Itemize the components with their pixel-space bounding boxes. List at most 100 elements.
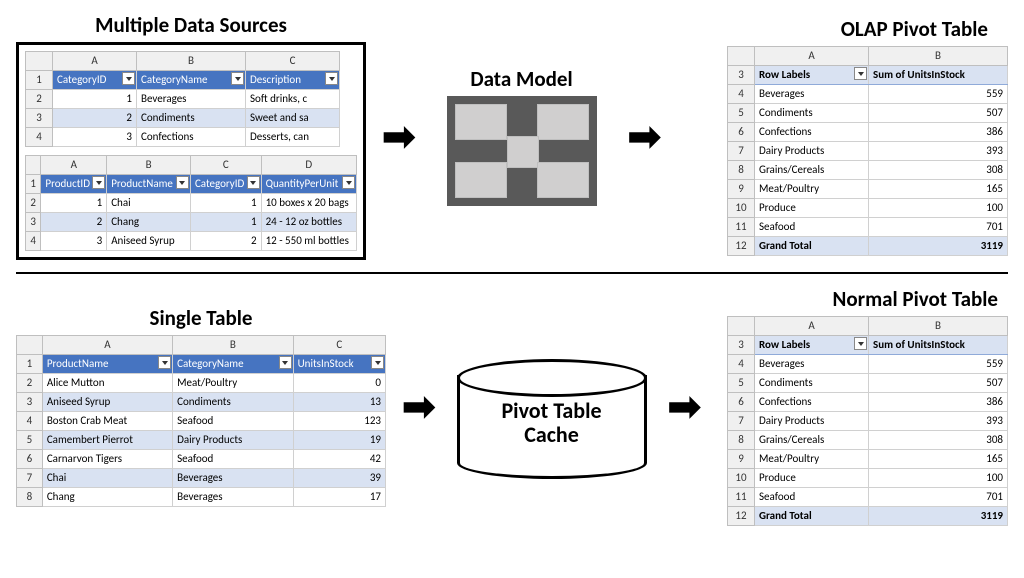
pivot-row-label: Condiments: [755, 104, 869, 123]
pivot-row-label: Grains/Cereals: [755, 161, 869, 180]
pivot-row-label: Beverages: [755, 85, 869, 104]
table-cell: 42: [293, 450, 385, 469]
divider: [16, 272, 1008, 274]
table-cell: 2: [190, 232, 261, 251]
filter-icon[interactable]: [279, 356, 292, 369]
table-cell: Desserts, can: [246, 128, 340, 147]
normal-pivot-table: AB3Row LabelsSum of UnitsInStock4Beverag…: [727, 316, 1008, 526]
filter-icon[interactable]: [176, 176, 189, 189]
pivot-row-label: Grains/Cereals: [755, 431, 869, 450]
filter-icon[interactable]: [122, 72, 135, 85]
top-flow: Multiple Data Sources ABC1CategoryIDCate…: [16, 12, 1008, 260]
pivot-row-value: 559: [869, 355, 1008, 374]
pivot-row-label: Produce: [755, 199, 869, 218]
table-header[interactable]: ProductName: [107, 175, 191, 194]
table-cell: Alice Mutton: [42, 374, 172, 393]
col-header: C: [293, 336, 385, 355]
col-header: D: [261, 156, 356, 175]
normal-title: Normal Pivot Table: [717, 286, 1008, 312]
table-header[interactable]: CategoryName: [137, 71, 246, 90]
col-header: B: [137, 52, 246, 71]
table-header[interactable]: Description: [246, 71, 340, 90]
pivot-row-value: 308: [869, 431, 1008, 450]
pivot-row-value: 393: [869, 412, 1008, 431]
filter-icon[interactable]: [92, 176, 105, 189]
pivot-row-value: 308: [869, 161, 1008, 180]
table-header[interactable]: CategoryName: [173, 355, 294, 374]
col-header: B: [173, 336, 294, 355]
data-model-panel: Data Model: [432, 66, 612, 206]
filter-icon[interactable]: [854, 67, 867, 80]
table-cell: Chai: [42, 469, 172, 488]
pivot-row-value: 507: [869, 104, 1008, 123]
table-cell: 10 boxes x 20 bags: [261, 194, 356, 213]
pivot-row-value: 393: [869, 142, 1008, 161]
table-cell: 2: [53, 109, 137, 128]
table-cell: Soft drinks, c: [246, 90, 340, 109]
filter-icon[interactable]: [325, 72, 338, 85]
filter-icon[interactable]: [158, 356, 171, 369]
filter-icon[interactable]: [854, 337, 867, 350]
pivot-rowlabels-header[interactable]: Row Labels: [755, 66, 869, 85]
single-table-panel: Single Table ABC1ProductNameCategoryName…: [16, 305, 386, 507]
table-cell: 3: [53, 128, 137, 147]
table-cell: Aniseed Syrup: [107, 232, 191, 251]
table-header[interactable]: UnitsInStock: [293, 355, 385, 374]
table-cell: 2: [41, 213, 107, 232]
pivot-row-value: 165: [869, 180, 1008, 199]
table-cell: Camembert Pierrot: [42, 431, 172, 450]
pivot-row-label: Produce: [755, 469, 869, 488]
grand-total-label: Grand Total: [755, 237, 869, 256]
filter-icon[interactable]: [342, 176, 355, 189]
sources-title: Multiple Data Sources: [16, 12, 366, 38]
olap-title: OLAP Pivot Table: [677, 16, 1008, 42]
pivot-row-value: 386: [869, 393, 1008, 412]
table-cell: 1: [41, 194, 107, 213]
pivot-row-label: Dairy Products: [755, 412, 869, 431]
table-cell: Chai: [107, 194, 191, 213]
cache-panel: Pivot TableCache: [452, 333, 652, 479]
table-header[interactable]: ProductName: [42, 355, 172, 374]
table-cell: 123: [293, 412, 385, 431]
pivot-row-value: 100: [869, 199, 1008, 218]
table-cell: Sweet and sa: [246, 109, 340, 128]
col-header: A: [41, 156, 107, 175]
filter-icon[interactable]: [371, 356, 384, 369]
filter-icon[interactable]: [247, 176, 260, 189]
table-cell: Beverages: [173, 469, 294, 488]
sources-box: ABC1CategoryIDCategoryNameDescription21B…: [16, 42, 366, 260]
table-cell: Carnarvon Tigers: [42, 450, 172, 469]
arrow-icon: ➡: [374, 112, 424, 161]
table-cell: 3: [41, 232, 107, 251]
table-header[interactable]: ProductID: [41, 175, 107, 194]
table-cell: 0: [293, 374, 385, 393]
table-cell: Aniseed Syrup: [42, 393, 172, 412]
pivot-row-label: Beverages: [755, 355, 869, 374]
table-cell: Condiments: [137, 109, 246, 128]
filter-icon[interactable]: [231, 72, 244, 85]
grand-total-label: Grand Total: [755, 507, 869, 526]
source-table-1: ABC1CategoryIDCategoryNameDescription21B…: [25, 51, 357, 147]
cache-label: Pivot TableCache: [457, 399, 647, 447]
pivot-row-value: 701: [869, 488, 1008, 507]
single-title: Single Table: [16, 305, 386, 331]
table-cell: Beverages: [137, 90, 246, 109]
table-header[interactable]: CategoryID: [53, 71, 137, 90]
table-cell: 1: [53, 90, 137, 109]
col-header: C: [246, 52, 340, 71]
pivot-row-value: 507: [869, 374, 1008, 393]
dm-node: [537, 104, 589, 140]
pivot-rowlabels-header[interactable]: Row Labels: [755, 336, 869, 355]
data-model-diagram: [447, 96, 597, 206]
model-title: Data Model: [432, 66, 612, 92]
pivot-row-label: Condiments: [755, 374, 869, 393]
table-header[interactable]: CategoryID: [190, 175, 261, 194]
table-cell: 1: [190, 213, 261, 232]
table-cell: Meat/Poultry: [173, 374, 294, 393]
table-cell: 12 - 550 ml bottles: [261, 232, 356, 251]
dm-node: [455, 162, 507, 198]
arrow-icon: ➡: [394, 382, 444, 431]
table-header[interactable]: QuantityPerUnit: [261, 175, 356, 194]
normal-pivot-panel: Normal Pivot Table AB3Row LabelsSum of U…: [717, 286, 1008, 526]
arrow-icon: ➡: [660, 382, 710, 431]
